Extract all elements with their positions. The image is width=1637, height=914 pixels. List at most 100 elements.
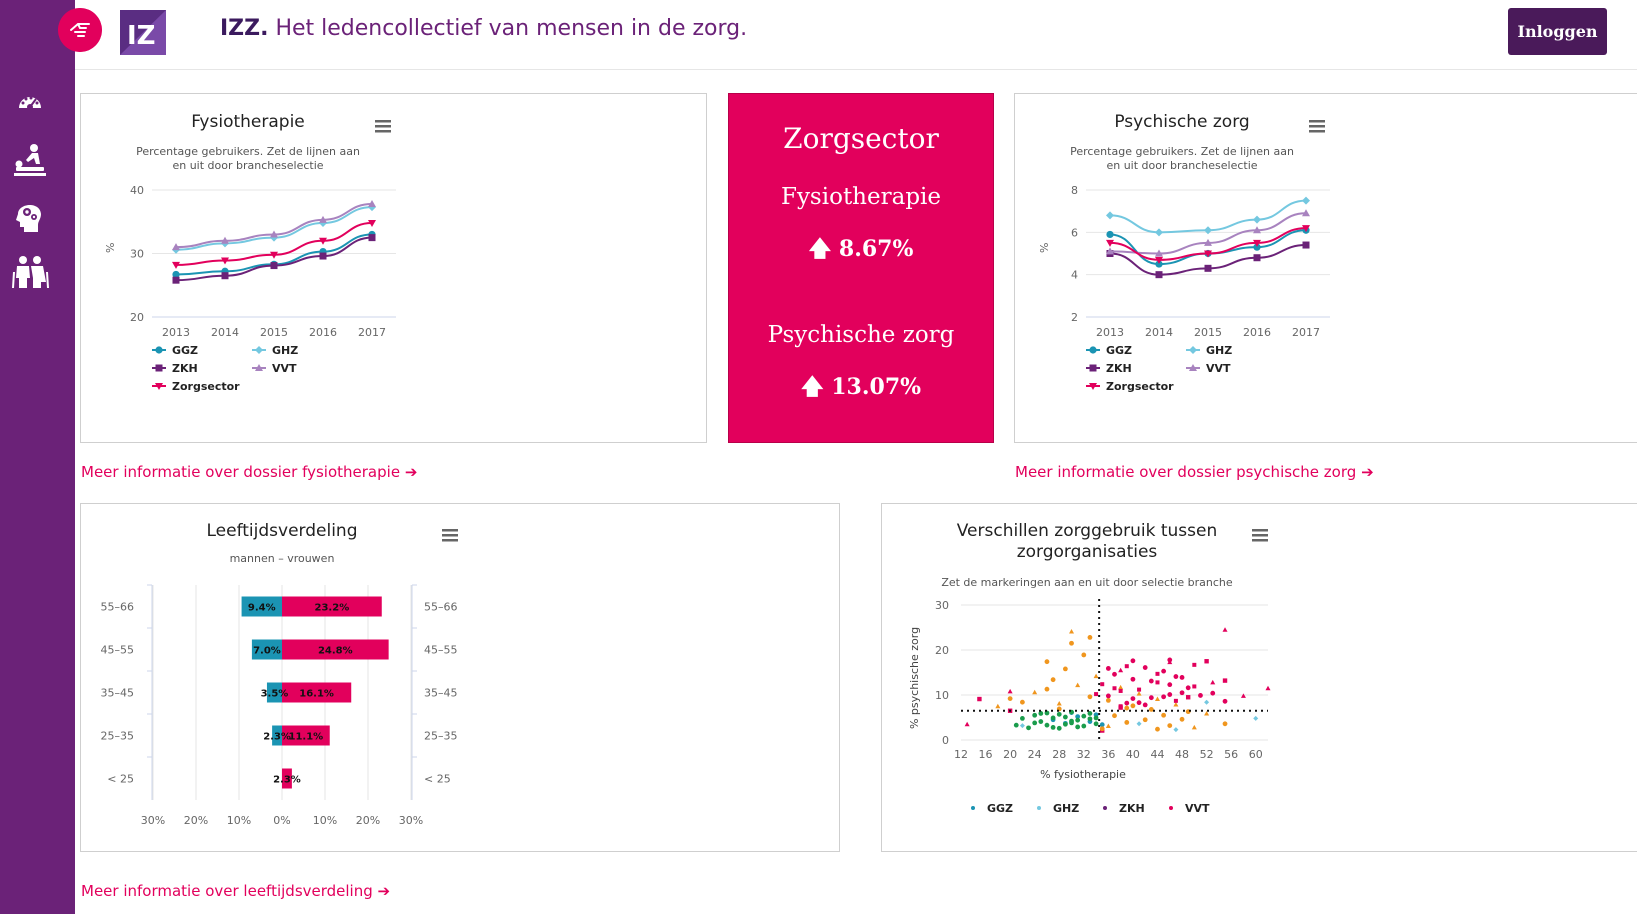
data-point-zorgsector bbox=[1106, 239, 1114, 247]
data-point-vvt bbox=[270, 230, 278, 238]
data-point-zkh bbox=[221, 272, 229, 280]
data-label-men: 9.4% bbox=[248, 603, 276, 614]
data-point-zorgsector bbox=[270, 251, 278, 259]
data-point-zorgsector bbox=[1155, 256, 1163, 264]
legend-marker-ggz bbox=[155, 346, 163, 354]
pointing-hand-button[interactable] bbox=[58, 8, 102, 52]
legend-marker-zorgsector bbox=[155, 383, 163, 390]
category-label-left: < 25 bbox=[107, 773, 134, 786]
scatter-point bbox=[1105, 723, 1111, 729]
data-point-ghz bbox=[1302, 196, 1310, 205]
scatter-point bbox=[1081, 723, 1087, 729]
tagline: Het ledencollectief van mensen in de zor… bbox=[275, 16, 748, 41]
elderly-icon[interactable] bbox=[10, 252, 50, 292]
menu-icon[interactable] bbox=[375, 120, 391, 133]
scatter-point bbox=[1069, 640, 1074, 646]
legend-marker-zkh bbox=[155, 364, 163, 372]
scatter-point bbox=[1118, 684, 1124, 690]
legend-marker-vvt bbox=[1189, 364, 1197, 371]
scatter-point bbox=[1179, 690, 1185, 696]
scatter-point bbox=[1020, 699, 1025, 705]
x-tick-label: 32 bbox=[1077, 748, 1091, 761]
chart-title-2: zorgorganisaties bbox=[1017, 542, 1158, 562]
x-tick-label: 20% bbox=[184, 814, 208, 827]
scatter-point-zkh bbox=[1204, 659, 1209, 664]
legend-item-zorgsector: Zorgsector bbox=[1106, 380, 1174, 393]
x-tick-label: 12 bbox=[954, 748, 968, 761]
scatter-point bbox=[1118, 688, 1123, 693]
scatter-point bbox=[1210, 690, 1216, 696]
bar-women bbox=[282, 768, 292, 789]
x-tick-label: 44 bbox=[1150, 748, 1164, 761]
data-label-men: 3.5% bbox=[261, 689, 289, 700]
y-tick-label: 30 bbox=[130, 248, 144, 261]
scatter-point bbox=[1112, 671, 1117, 677]
top-bar bbox=[75, 0, 1637, 70]
scatter-point bbox=[1069, 720, 1074, 726]
scatter-point bbox=[1007, 696, 1013, 701]
x-tick-label: 2017 bbox=[358, 326, 386, 339]
scatter-point bbox=[1142, 665, 1148, 670]
zorgsector-summary: Zorgsector Fysiotherapie 🡅 8.67% Psychis… bbox=[728, 93, 994, 443]
summary-fysio-row: 🡅 8.67% bbox=[729, 232, 993, 270]
x-tick-label: 56 bbox=[1224, 748, 1238, 761]
scatter-point bbox=[1124, 664, 1129, 669]
x-tick-label: 10% bbox=[227, 814, 251, 827]
scatter-point bbox=[1204, 710, 1210, 716]
scatter-point bbox=[1062, 714, 1068, 720]
data-point-zorgsector bbox=[172, 261, 180, 269]
legend-item-zorgsector: Zorgsector bbox=[172, 380, 240, 393]
mental-care-icon[interactable] bbox=[10, 196, 50, 236]
data-point-ghz bbox=[1106, 211, 1114, 220]
data-point-ggz bbox=[1155, 260, 1163, 268]
age-chart-panel bbox=[80, 503, 840, 852]
y-tick-label: 40 bbox=[130, 184, 144, 197]
psych-chart-panel bbox=[1014, 93, 1637, 443]
dashboard-icon[interactable] bbox=[10, 82, 50, 122]
data-point-zkh bbox=[368, 234, 376, 242]
y-tick-label: 20 bbox=[935, 644, 949, 657]
legend-item-ghz: GHZ bbox=[1206, 344, 1232, 357]
age-info-link[interactable]: Meer informatie over leeftijdsverdeling … bbox=[81, 882, 390, 900]
scatter-point-vvt bbox=[964, 721, 970, 727]
arrow-up-icon: 🡅 bbox=[808, 236, 832, 262]
x-tick-label: 10% bbox=[313, 814, 337, 827]
data-point-vvt bbox=[1253, 226, 1261, 234]
menu-icon[interactable] bbox=[1252, 529, 1268, 542]
scatter-point bbox=[1198, 693, 1203, 698]
category-label-left: 45–55 bbox=[101, 644, 135, 657]
legend-item-zkh: ZKH bbox=[1106, 362, 1132, 375]
arrow-up-icon: 🡅 bbox=[800, 374, 824, 400]
login-button[interactable]: Inloggen bbox=[1508, 8, 1607, 55]
x-tick-label: 24 bbox=[1028, 748, 1042, 761]
menu-icon[interactable] bbox=[1309, 120, 1325, 133]
legend-item-zkh: ZKH bbox=[172, 362, 198, 375]
brand-name: IZZ. bbox=[220, 16, 269, 41]
fysio-info-link[interactable]: Meer informatie over dossier fysiotherap… bbox=[81, 463, 417, 481]
scatter-point-vvt bbox=[1210, 679, 1216, 685]
chart-subtitle-1: Percentage gebruikers. Zet de lijnen aan bbox=[1070, 145, 1294, 158]
y-tick-label: 6 bbox=[1071, 226, 1078, 239]
svg-text:IZ: IZ bbox=[127, 21, 156, 51]
physiotherapy-icon[interactable] bbox=[10, 140, 50, 180]
legend-marker-zorgsector bbox=[1089, 383, 1097, 390]
scatter-point bbox=[1026, 725, 1031, 731]
scatter-point bbox=[1124, 720, 1130, 725]
scatter-point bbox=[1087, 694, 1093, 700]
y-tick-label: 0 bbox=[942, 734, 949, 747]
bar-men bbox=[266, 682, 282, 703]
scatter-point bbox=[1020, 716, 1025, 721]
psych-info-link[interactable]: Meer informatie over dossier psychische … bbox=[1015, 463, 1374, 481]
scatter-point bbox=[1032, 689, 1038, 695]
legend-marker-vvt bbox=[1169, 806, 1173, 810]
summary-psych-row: 🡅 13.07% bbox=[729, 370, 993, 408]
menu-icon[interactable] bbox=[442, 529, 458, 542]
scatter-point bbox=[1075, 717, 1081, 723]
x-tick-label: 2014 bbox=[211, 326, 239, 339]
legend-marker-ghz bbox=[1037, 806, 1041, 810]
scatter-point bbox=[1013, 722, 1019, 728]
bar-men bbox=[251, 639, 282, 660]
scatter-point-ghz bbox=[1253, 715, 1259, 721]
summary-psych-value: 13.07% bbox=[831, 374, 922, 400]
scatter-point bbox=[1069, 629, 1075, 634]
